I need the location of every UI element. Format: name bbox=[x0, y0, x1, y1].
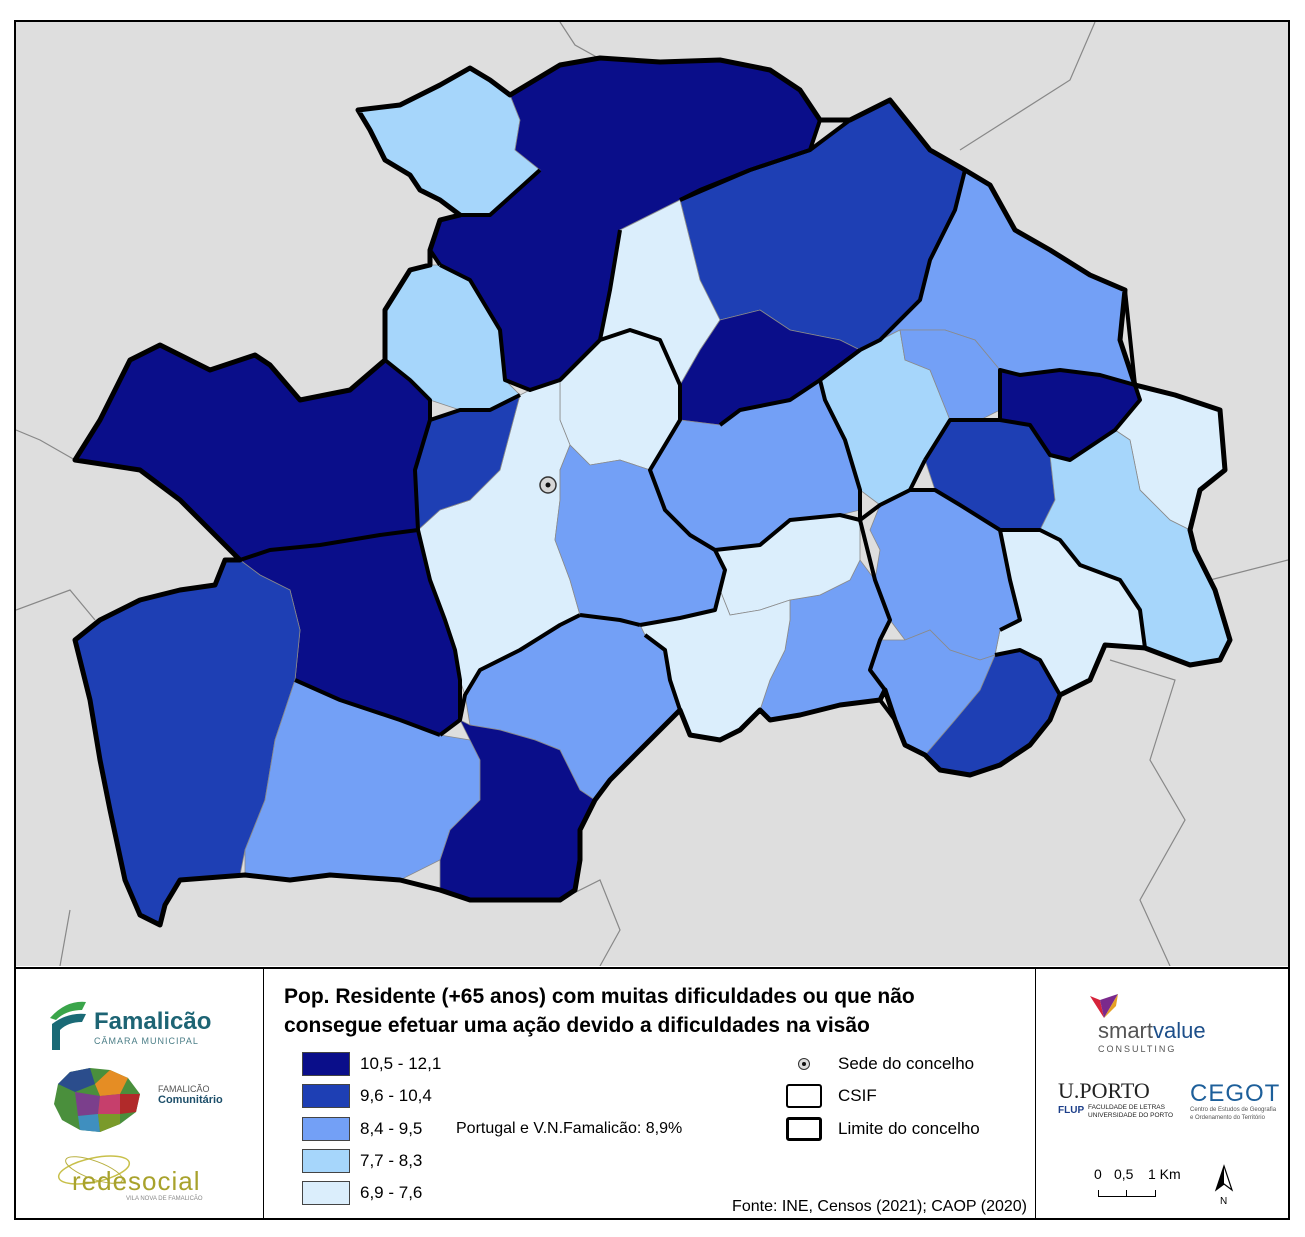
legend-boundary: Limite do concelho bbox=[786, 1116, 980, 1142]
map-frame bbox=[14, 20, 1290, 1220]
redesocial-name: redesocial bbox=[72, 1166, 201, 1196]
legend-class-label: 7,7 - 8,3 bbox=[360, 1151, 423, 1170]
legend-panel: Pop. Residente (+65 anos) com muitas dif… bbox=[264, 968, 1036, 1220]
scale-label: 0 bbox=[1094, 1166, 1102, 1182]
source-note: Fonte: INE, Censos (2021); CAOP (2020) bbox=[732, 1198, 1027, 1215]
north-arrow-icon bbox=[1214, 1164, 1234, 1192]
cegot-sub: Centro de Estudos de Geografia e Ordename… bbox=[1190, 1107, 1277, 1121]
logos-panel: Famalicão CÂMARA MUNICIPAL FAMALICÃO Com… bbox=[14, 968, 264, 1220]
boundary-label: Limite do concelho bbox=[838, 1119, 980, 1138]
legend-swatch bbox=[302, 1149, 350, 1173]
flup-sub: FACULDADE DE LETRAS UNIVERSIDADE DO PORTO bbox=[1088, 1104, 1173, 1119]
legend-title-line-2: consegue efetuar uma ação devido a dific… bbox=[284, 1014, 870, 1037]
legend-class-1: 10,5 - 12,1 bbox=[302, 1051, 441, 1077]
boundary-icon bbox=[786, 1117, 822, 1141]
legend-swatch bbox=[302, 1181, 350, 1205]
seat-icon bbox=[786, 1052, 822, 1076]
north-label: N bbox=[1220, 1196, 1228, 1207]
legend-class-label: 9,6 - 10,4 bbox=[360, 1086, 432, 1105]
county-boundary bbox=[72, 55, 1233, 928]
legend-class-label: 10,5 - 12,1 bbox=[360, 1054, 442, 1073]
csif-label: CSIF bbox=[838, 1086, 877, 1105]
scale-label: 0,5 bbox=[1114, 1166, 1134, 1182]
comunitario-label-2: Comunitário bbox=[158, 1094, 223, 1106]
redesocial-swirl-icon bbox=[57, 1155, 131, 1185]
parishes bbox=[74, 57, 1231, 926]
legend-swatch bbox=[302, 1117, 350, 1141]
choropleth-map bbox=[16, 22, 1288, 966]
scale-label: 1 Km bbox=[1148, 1166, 1181, 1182]
smartvalue-logo-icon bbox=[1090, 994, 1118, 1018]
seat-marker bbox=[539, 476, 557, 494]
famalicao-name: Famalicão bbox=[94, 1008, 212, 1035]
famalicao-logo-icon bbox=[50, 1001, 86, 1050]
redesocial-sub: VILA NOVA DE FAMALICÃO bbox=[126, 1196, 203, 1202]
seat-label: Sede do concelho bbox=[838, 1054, 975, 1073]
credits-panel: smartvalue CONSULTING U.PORTO FLUP FACUL… bbox=[1036, 968, 1290, 1220]
legend-title: Pop. Residente (+65 anos) com muitas dif… bbox=[284, 982, 1024, 1040]
reference-value: Portugal e V.N.Famalicão: 8,9% bbox=[456, 1120, 683, 1137]
legend-separator bbox=[14, 967, 1290, 969]
uporto-name: U.PORTO bbox=[1058, 1078, 1150, 1103]
legend-swatch bbox=[302, 1084, 350, 1108]
camara-label: CÂMARA MUNICIPAL bbox=[94, 1036, 199, 1046]
legend-class-label: 8,4 - 9,5 bbox=[360, 1119, 423, 1138]
consulting-label: CONSULTING bbox=[1098, 1044, 1177, 1054]
scale-bar-graphic bbox=[1098, 1190, 1156, 1197]
flup-label: FLUP bbox=[1058, 1105, 1085, 1116]
legend-swatch bbox=[302, 1052, 350, 1076]
legend-class-4: 7,7 - 8,3 bbox=[302, 1148, 422, 1174]
comunitario-map-icon bbox=[54, 1068, 140, 1132]
cegot-name: CEGOT bbox=[1190, 1080, 1281, 1107]
parish bbox=[899, 329, 1001, 421]
legend-title-line-1: Pop. Residente (+65 anos) com muitas dif… bbox=[284, 985, 915, 1008]
csif-icon bbox=[786, 1084, 822, 1108]
legend-class-3: 8,4 - 9,5 bbox=[302, 1116, 422, 1142]
legend-class-5: 6,9 - 7,6 bbox=[302, 1180, 422, 1206]
legend-class-2: 9,6 - 10,4 bbox=[302, 1083, 432, 1109]
legend-seat: Sede do concelho bbox=[786, 1051, 974, 1077]
smartvalue-name: smartvalue bbox=[1098, 1018, 1206, 1043]
legend-class-label: 6,9 - 7,6 bbox=[360, 1183, 423, 1202]
legend-csif: CSIF bbox=[786, 1083, 877, 1109]
comunitario-label-1: FAMALICÃO bbox=[158, 1084, 210, 1094]
